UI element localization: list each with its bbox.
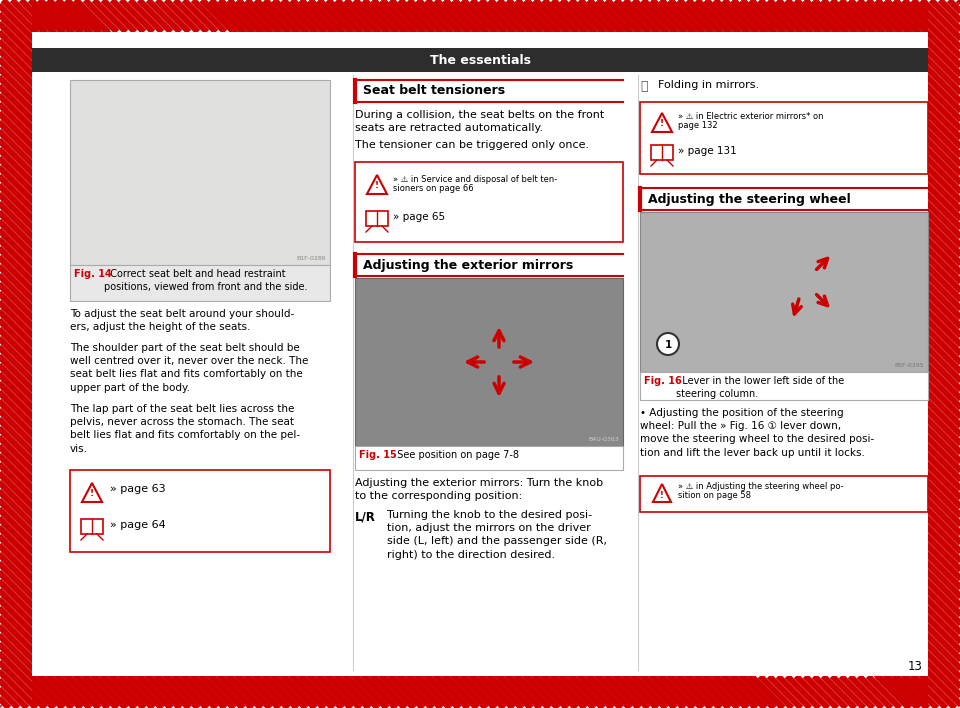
Text: Correct seat belt and head restraint
positions, viewed from front and the side.: Correct seat belt and head restraint pos… bbox=[104, 269, 307, 292]
Bar bbox=[355, 80, 623, 102]
Text: Turning the knob to the desired posi-
tion, adjust the mirrors on the driver
sid: Turning the knob to the desired posi- ti… bbox=[387, 510, 607, 559]
Text: • Adjusting the position of the steering
wheel: Pull the » Fig. 16 ① lever down,: • Adjusting the position of the steering… bbox=[640, 408, 875, 457]
Text: The lap part of the seat belt lies across the
pelvis, never across the stomach. : The lap part of the seat belt lies acros… bbox=[70, 404, 300, 454]
Circle shape bbox=[657, 333, 679, 355]
Text: !: ! bbox=[375, 181, 379, 190]
Bar bbox=[640, 212, 928, 372]
Text: Seat belt tensioners: Seat belt tensioners bbox=[363, 84, 505, 98]
Bar bbox=[640, 372, 928, 400]
Bar bbox=[640, 476, 928, 512]
Text: See position on page 7-8: See position on page 7-8 bbox=[391, 450, 519, 460]
Text: Folding in mirrors.: Folding in mirrors. bbox=[658, 80, 759, 90]
Text: » ⚠ in Service and disposal of belt ten-: » ⚠ in Service and disposal of belt ten- bbox=[393, 175, 557, 184]
Text: » ⚠ in Adjusting the steering wheel po-: » ⚠ in Adjusting the steering wheel po- bbox=[678, 482, 844, 491]
Text: The tensioner can be triggered only once.: The tensioner can be triggered only once… bbox=[355, 140, 589, 150]
Text: sition on page 58: sition on page 58 bbox=[678, 491, 751, 500]
Text: Fig. 15: Fig. 15 bbox=[359, 450, 396, 460]
Text: » page 63: » page 63 bbox=[110, 484, 166, 494]
Text: Fig. 16: Fig. 16 bbox=[644, 376, 682, 386]
Bar bbox=[928, 0, 960, 708]
Bar bbox=[355, 254, 623, 276]
Bar bbox=[355, 446, 623, 470]
Text: Adjusting the exterior mirrors: Turn the knob
to the corresponding position:: Adjusting the exterior mirrors: Turn the… bbox=[355, 478, 603, 501]
Text: » page 64: » page 64 bbox=[110, 520, 166, 530]
Text: ⎙: ⎙ bbox=[640, 80, 647, 93]
Text: Adjusting the steering wheel: Adjusting the steering wheel bbox=[648, 193, 851, 205]
Bar bbox=[70, 470, 330, 552]
Text: !: ! bbox=[90, 489, 94, 498]
Text: To adjust the seat belt around your should-
ers, adjust the height of the seats.: To adjust the seat belt around your shou… bbox=[70, 309, 295, 332]
Text: During a collision, the seat belts on the front
seats are retracted automaticall: During a collision, the seat belts on th… bbox=[355, 110, 604, 133]
Text: The shoulder part of the seat belt should be
well centred over it, never over th: The shoulder part of the seat belt shoul… bbox=[70, 343, 308, 393]
Text: Lever in the lower left side of the
steering column.: Lever in the lower left side of the stee… bbox=[676, 376, 844, 399]
Bar bbox=[640, 188, 928, 210]
Bar bbox=[355, 278, 623, 446]
Bar bbox=[32, 48, 928, 72]
Text: 13: 13 bbox=[908, 660, 923, 673]
Text: » page 131: » page 131 bbox=[678, 146, 736, 156]
Text: Fig. 14: Fig. 14 bbox=[74, 269, 111, 279]
Text: » page 65: » page 65 bbox=[393, 212, 445, 222]
Text: The essentials: The essentials bbox=[429, 54, 531, 67]
Bar bbox=[0, 676, 960, 708]
Bar bbox=[651, 145, 673, 160]
Bar bbox=[81, 519, 103, 534]
Text: page 132: page 132 bbox=[678, 121, 718, 130]
Bar bbox=[355, 162, 623, 242]
Text: B1F-0286: B1F-0286 bbox=[297, 256, 326, 261]
Text: sioners on page 66: sioners on page 66 bbox=[393, 184, 473, 193]
Bar bbox=[70, 265, 330, 301]
Bar bbox=[640, 102, 928, 174]
Text: 1: 1 bbox=[664, 340, 672, 350]
Text: BSF-0395: BSF-0395 bbox=[895, 363, 924, 368]
Text: Adjusting the exterior mirrors: Adjusting the exterior mirrors bbox=[363, 258, 573, 271]
Bar bbox=[366, 211, 388, 226]
Text: !: ! bbox=[660, 120, 664, 128]
Text: L/R: L/R bbox=[355, 510, 376, 523]
Bar bbox=[0, 0, 960, 32]
Bar bbox=[70, 80, 330, 265]
Text: » ⚠ in Electric exterior mirrors* on: » ⚠ in Electric exterior mirrors* on bbox=[678, 112, 824, 121]
Text: B4U-0363: B4U-0363 bbox=[588, 437, 619, 442]
Bar bbox=[0, 0, 32, 708]
Text: !: ! bbox=[660, 491, 664, 500]
